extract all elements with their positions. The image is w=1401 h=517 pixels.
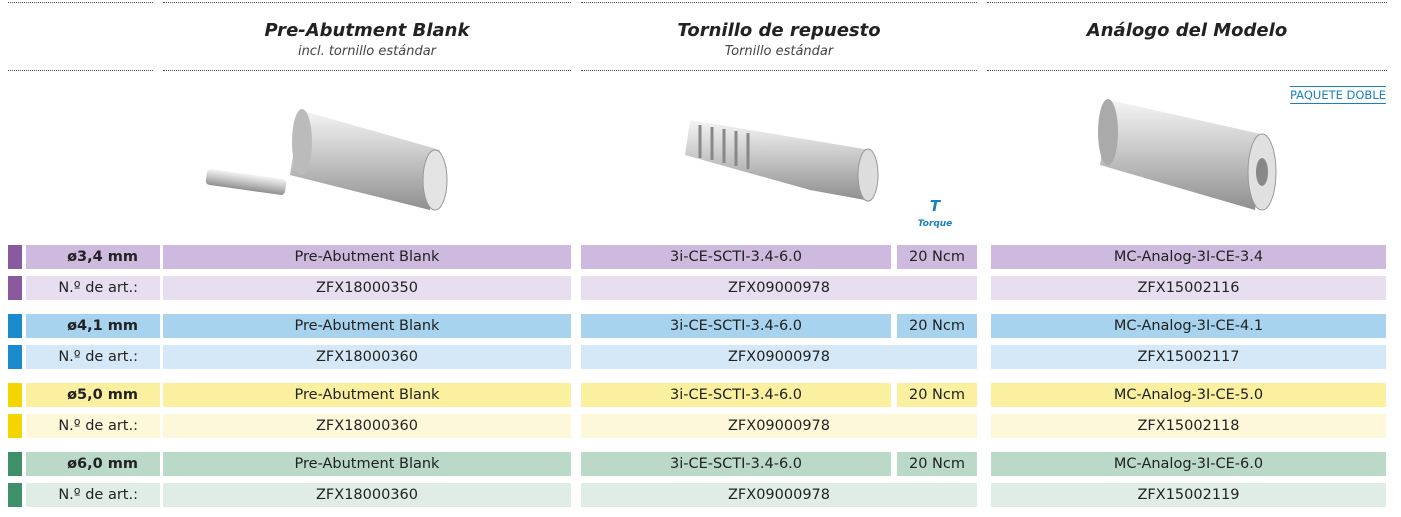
- abutment-image: [205, 109, 448, 211]
- color-strip: [8, 245, 22, 269]
- rule: [581, 2, 977, 3]
- torque-label: Torque: [917, 219, 953, 229]
- screw-name: 3i-CE-SCTI-3.4-6.0: [581, 383, 891, 407]
- torque-symbol: T: [929, 197, 941, 215]
- diameter: ø4,1 mm: [26, 314, 160, 338]
- diameter: ø3,4 mm: [26, 245, 160, 269]
- rule: [987, 70, 1387, 71]
- column-title: Tornillo de repuesto: [677, 20, 881, 41]
- rule: [987, 2, 1387, 3]
- color-strip: [8, 345, 22, 369]
- abutment-article: ZFX18000360: [163, 414, 571, 438]
- color-strip: [8, 483, 22, 507]
- rule: [8, 2, 153, 3]
- torque-value: 20 Ncm: [897, 314, 977, 338]
- badge: PAQUETE DOBLE: [1289, 86, 1386, 104]
- torque-value: 20 Ncm: [897, 452, 977, 476]
- analog-name: MC-Analog-3I-CE-3.4: [991, 245, 1386, 269]
- diameter: ø5,0 mm: [26, 383, 160, 407]
- rule: [581, 70, 977, 71]
- color-strip: [8, 383, 22, 407]
- abutment-article: ZFX18000360: [163, 345, 571, 369]
- torque-value: 20 Ncm: [897, 245, 977, 269]
- abutment-name: Pre-Abutment Blank: [163, 452, 571, 476]
- analog-article: ZFX15002119: [991, 483, 1386, 507]
- color-strip: [8, 276, 22, 300]
- abutment-article: ZFX18000360: [163, 483, 571, 507]
- abutment-name: Pre-Abutment Blank: [163, 314, 571, 338]
- color-strip: [8, 314, 22, 338]
- screw-article: ZFX09000978: [581, 483, 977, 507]
- screw-name: 3i-CE-SCTI-3.4-6.0: [581, 245, 891, 269]
- screw-name: 3i-CE-SCTI-3.4-6.0: [581, 452, 891, 476]
- analog-name: MC-Analog-3I-CE-4.1: [991, 314, 1386, 338]
- column-subtitle: incl. tornillo estándar: [297, 44, 437, 59]
- torque-value: 20 Ncm: [897, 383, 977, 407]
- analog-article: ZFX15002117: [991, 345, 1386, 369]
- analog-article: ZFX15002116: [991, 276, 1386, 300]
- abutment-name: Pre-Abutment Blank: [163, 383, 571, 407]
- screw-image: [685, 120, 879, 202]
- article-label: N.º de art.:: [26, 345, 160, 369]
- analog-name: MC-Analog-3I-CE-6.0: [991, 452, 1386, 476]
- article-label: N.º de art.:: [26, 276, 160, 300]
- column-title: Pre-Abutment Blank: [264, 20, 470, 41]
- column-title: Análogo del Modelo: [1086, 20, 1288, 41]
- rule: [8, 70, 153, 71]
- diameter: ø6,0 mm: [26, 452, 160, 476]
- analog-article: ZFX15002118: [991, 414, 1386, 438]
- abutment-name: Pre-Abutment Blank: [163, 245, 571, 269]
- product-images: [205, 99, 1277, 211]
- article-label: N.º de art.:: [26, 483, 160, 507]
- color-strip: [8, 452, 22, 476]
- color-strip: [8, 414, 22, 438]
- analog-image: [1098, 99, 1277, 211]
- analog-name: MC-Analog-3I-CE-5.0: [991, 383, 1386, 407]
- screw-article: ZFX09000978: [581, 345, 977, 369]
- article-label: N.º de art.:: [26, 414, 160, 438]
- abutment-article: ZFX18000350: [163, 276, 571, 300]
- screw-article: ZFX09000978: [581, 414, 977, 438]
- rule: [163, 70, 571, 71]
- rule: [163, 2, 571, 3]
- column-subtitle: Tornillo estándar: [724, 44, 834, 59]
- screw-article: ZFX09000978: [581, 276, 977, 300]
- screw-name: 3i-CE-SCTI-3.4-6.0: [581, 314, 891, 338]
